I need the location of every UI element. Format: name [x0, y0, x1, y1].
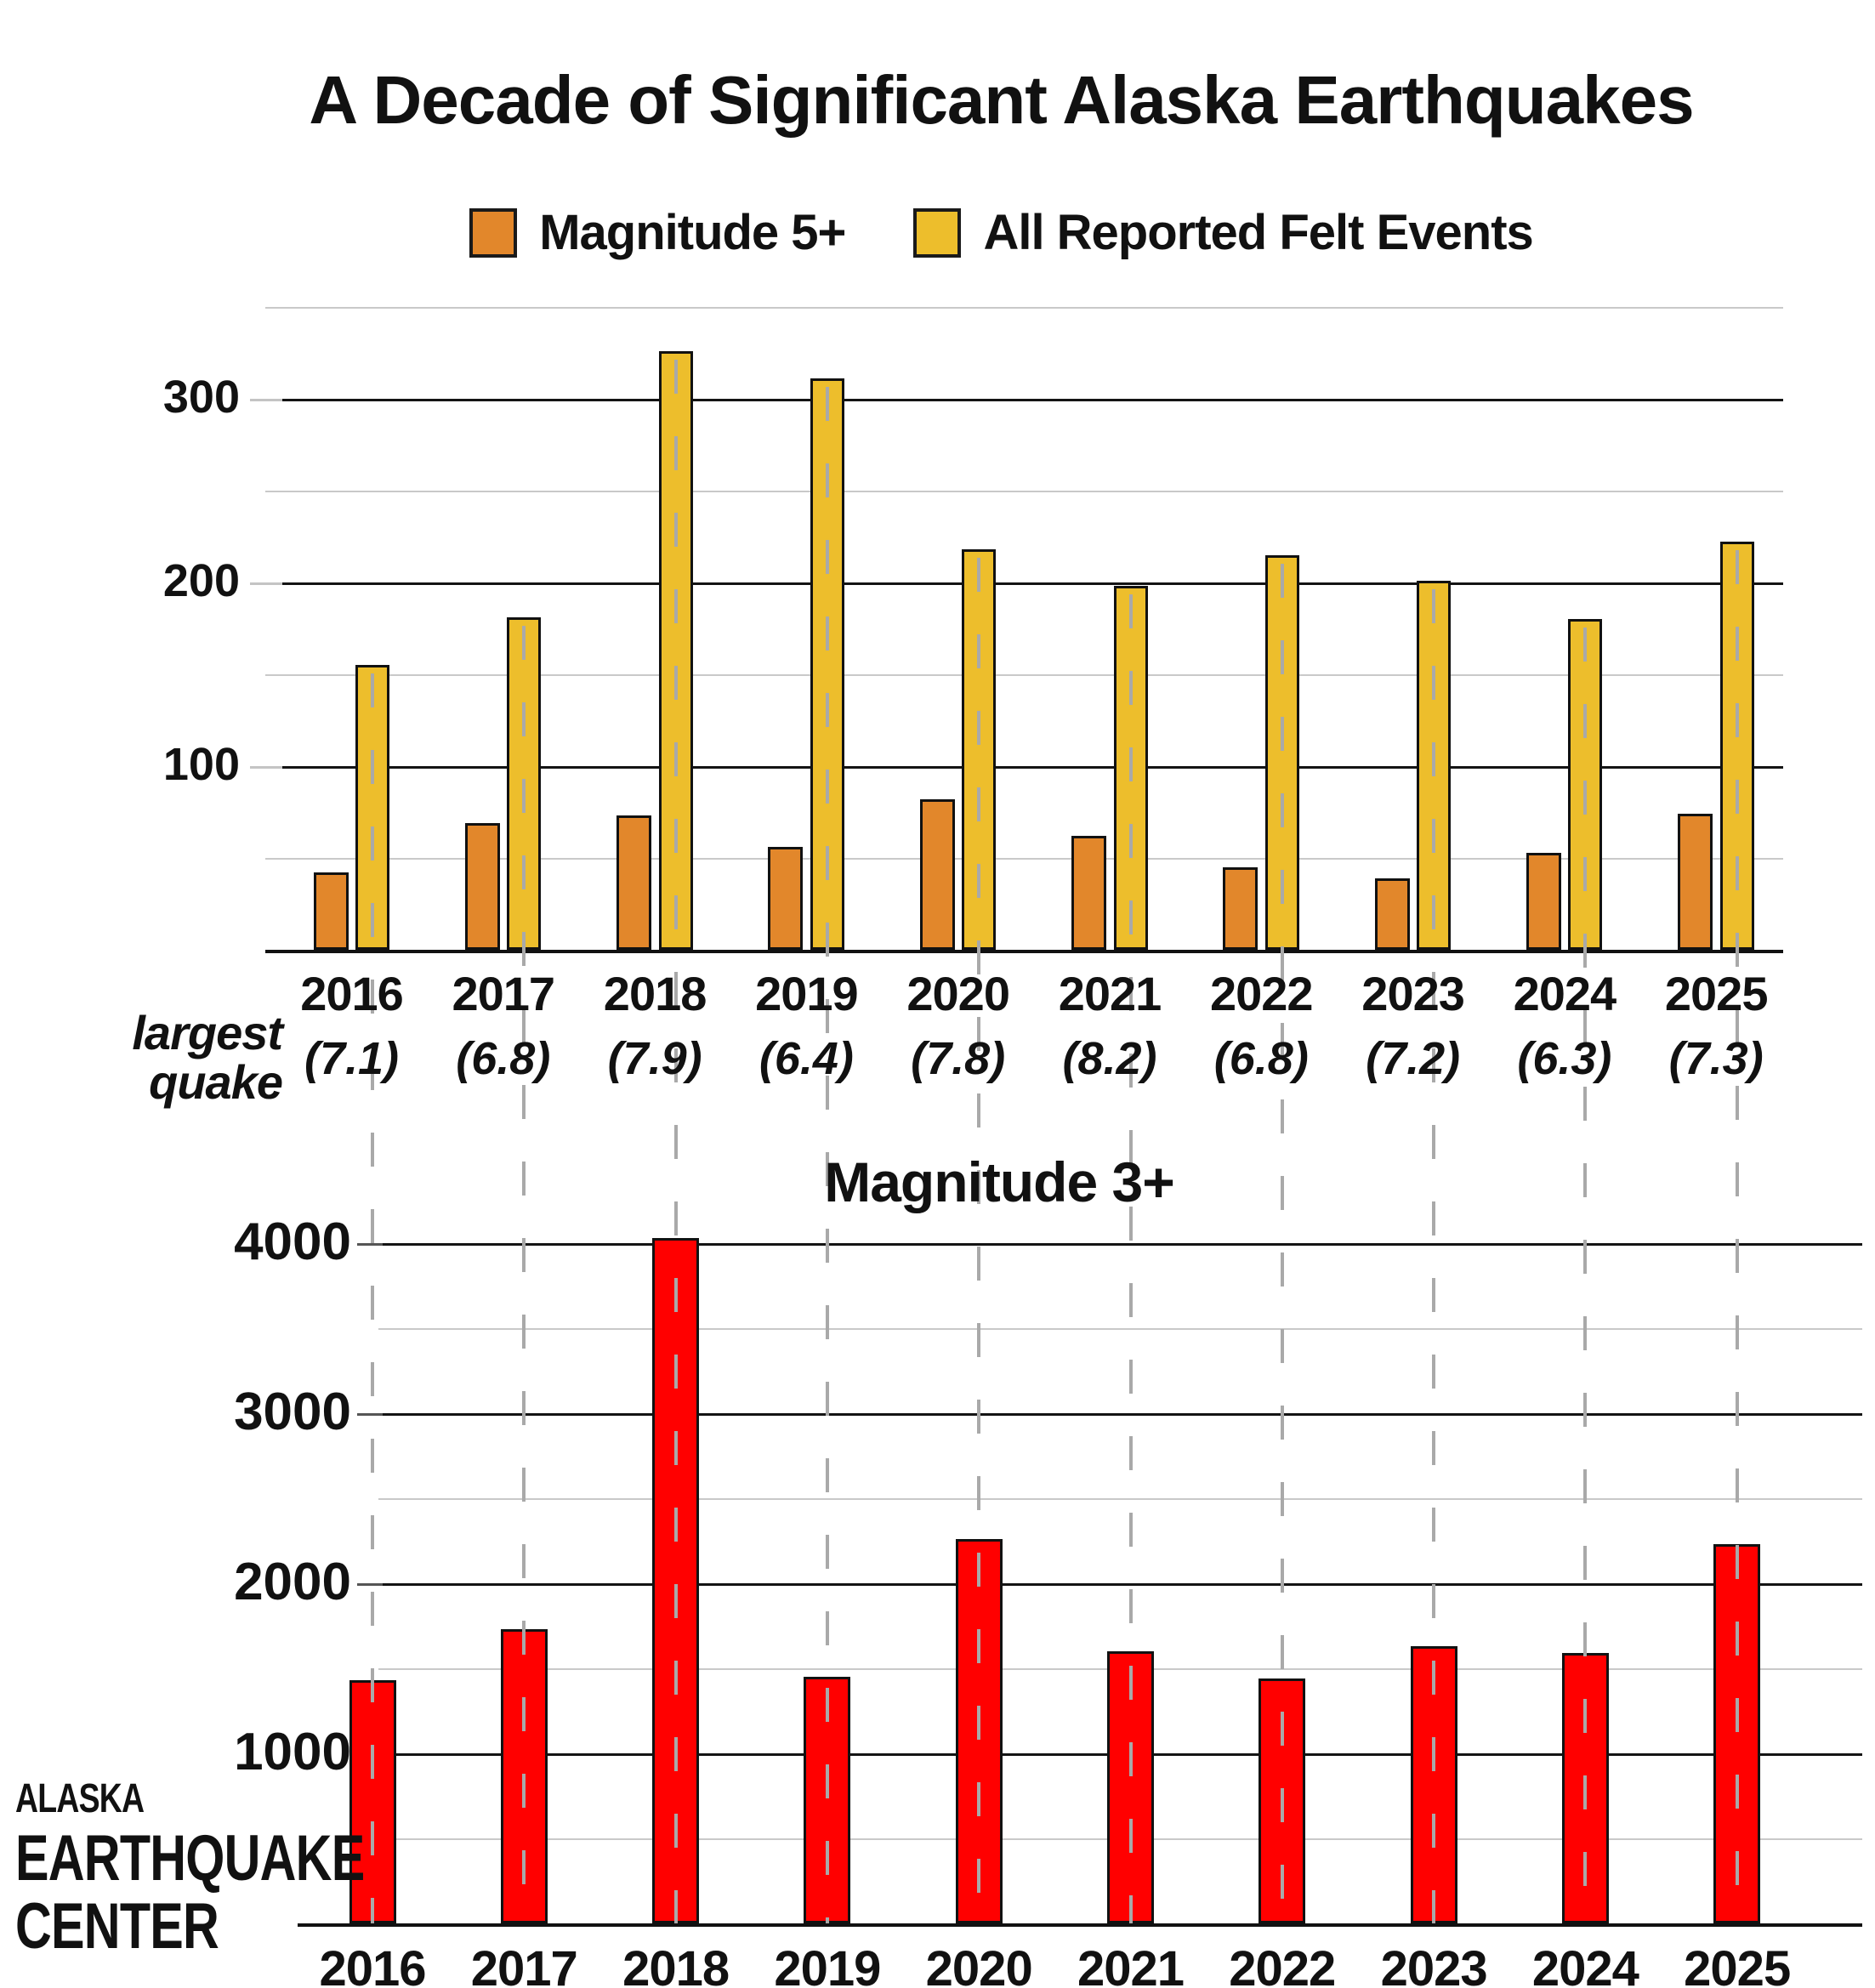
- top-y-tick-label: 300: [162, 372, 240, 423]
- largest-quake-value: (7.3): [1668, 1033, 1764, 1084]
- bottom-year-label: 2020: [925, 1941, 1033, 1988]
- legend-swatch-icon: [469, 207, 518, 258]
- largest-quake-value: (6.8): [456, 1033, 551, 1084]
- largest-quake-value: (8.2): [1062, 1033, 1157, 1084]
- bottom-gridline-stub: [357, 1583, 383, 1586]
- bottom-y-tick-label: 1000: [234, 1723, 351, 1781]
- bottom-y-tick-label: 2000: [234, 1553, 351, 1611]
- chart-legend: Magnitude 5+ All Reported Felt Events: [128, 204, 1875, 261]
- bottom-gridline-stub: [357, 1413, 383, 1416]
- bottom-year-label: 2025: [1684, 1941, 1791, 1988]
- dashed-connector-line: [1128, 594, 1133, 1923]
- legend-item-label: Magnitude 5+: [539, 205, 846, 260]
- largest-quake-value: (7.9): [607, 1033, 702, 1084]
- bottom-gridline-stub: [357, 1243, 383, 1246]
- logo-line-earthquake: EARTHQUAKE: [15, 1822, 365, 1894]
- largest-quake-note-line2: quake: [149, 1055, 283, 1109]
- bar-magnitude5: [464, 822, 500, 950]
- top-gridline-major: [282, 399, 1783, 401]
- dashed-connector-line: [825, 387, 829, 1923]
- bar-magnitude5: [313, 872, 349, 950]
- bar-magnitude5: [919, 798, 955, 950]
- bottom-year-label: 2024: [1531, 1941, 1639, 1988]
- top-gridline-stub: [250, 399, 282, 401]
- bottom-gridline-minor: [378, 1328, 1862, 1330]
- bottom-y-tick-label: 4000: [234, 1213, 351, 1271]
- dashed-connector-line: [1280, 563, 1284, 1923]
- bar-magnitude5: [616, 815, 652, 950]
- top-gridline-minor: [265, 674, 1783, 676]
- dashed-connector-line: [1432, 588, 1436, 1923]
- dashed-connector-line: [1735, 550, 1739, 1923]
- top-gridline-major: [282, 582, 1783, 585]
- top-year-label: 2022: [1210, 967, 1314, 1020]
- largest-quake-value: (7.1): [304, 1033, 400, 1084]
- top-year-label: 2018: [603, 967, 707, 1020]
- legend-swatch-icon: [913, 207, 962, 258]
- top-y-tick-label: 200: [162, 555, 240, 606]
- bar-magnitude5: [1526, 852, 1561, 950]
- top-gridline-minor: [265, 858, 1783, 860]
- bottom-axis-baseline: [298, 1923, 1862, 1927]
- dashed-connector-line: [977, 558, 981, 1923]
- largest-quake-value: (7.8): [911, 1033, 1006, 1084]
- bottom-gridline-major: [378, 1583, 1862, 1586]
- bar-magnitude5: [1071, 836, 1106, 950]
- top-gridline-stub: [250, 582, 282, 585]
- top-gridline-minor: [265, 307, 1783, 309]
- largest-quake-value: (6.3): [1517, 1033, 1612, 1084]
- bar-magnitude5: [1223, 866, 1259, 950]
- bottom-year-label: 2019: [774, 1941, 881, 1988]
- legend-item-felt-events: All Reported Felt Events: [913, 204, 1534, 261]
- bottom-gridline-minor: [378, 1498, 1862, 1500]
- bar-magnitude5: [768, 847, 804, 950]
- top-y-tick-label: 100: [162, 739, 240, 790]
- bottom-year-label: 2017: [470, 1941, 578, 1988]
- top-year-label: 2024: [1513, 967, 1617, 1020]
- top-year-label: 2016: [300, 967, 404, 1020]
- top-year-label: 2017: [452, 967, 556, 1020]
- bottom-chart-title: Magnitude 3+: [824, 1150, 1175, 1213]
- bottom-gridline-major: [378, 1413, 1862, 1416]
- bottom-year-label: 2022: [1229, 1941, 1336, 1988]
- top-gridline-minor: [265, 491, 1783, 492]
- largest-quake-value: (7.2): [1366, 1033, 1461, 1084]
- legend-item-label: All Reported Felt Events: [983, 205, 1533, 260]
- dashed-connector-line: [673, 359, 678, 1923]
- logo-line-alaska: ALASKA: [15, 1776, 145, 1821]
- bar-magnitude5: [1678, 814, 1713, 950]
- bottom-year-label: 2018: [622, 1941, 730, 1988]
- top-year-label: 2020: [906, 967, 1010, 1020]
- top-year-label: 2021: [1058, 967, 1162, 1020]
- top-year-label: 2019: [755, 967, 859, 1020]
- page-title: A Decade of Significant Alaska Earthquak…: [309, 62, 1694, 138]
- bottom-year-label: 2016: [319, 1941, 426, 1988]
- top-axis-baseline: [265, 950, 1783, 953]
- bar-magnitude5: [1374, 878, 1410, 950]
- largest-quake-value: (6.4): [759, 1033, 854, 1084]
- dashed-connector-line: [371, 673, 374, 1923]
- largest-quake-note-line1: largest: [132, 1006, 283, 1059]
- largest-quake-value: (6.8): [1213, 1033, 1309, 1084]
- dashed-connector-line: [1583, 628, 1588, 1923]
- top-year-label: 2025: [1664, 967, 1769, 1020]
- bottom-year-label: 2021: [1077, 1941, 1185, 1988]
- bottom-gridline-major: [378, 1243, 1862, 1246]
- alaska-earthquake-center-logo: ALASKA EARTHQUAKE CENTER: [15, 1779, 463, 1959]
- bottom-y-tick-label: 3000: [234, 1383, 351, 1441]
- largest-quake-note: largest quake: [51, 1006, 283, 1109]
- top-year-label: 2023: [1361, 967, 1465, 1020]
- dashed-connector-line: [522, 626, 526, 1923]
- bottom-year-label: 2023: [1380, 1941, 1488, 1988]
- top-gridline-major: [282, 766, 1783, 769]
- legend-item-magnitude5: Magnitude 5+: [469, 204, 846, 261]
- logo-line-center: CENTER: [15, 1890, 219, 1962]
- top-gridline-stub: [250, 766, 282, 769]
